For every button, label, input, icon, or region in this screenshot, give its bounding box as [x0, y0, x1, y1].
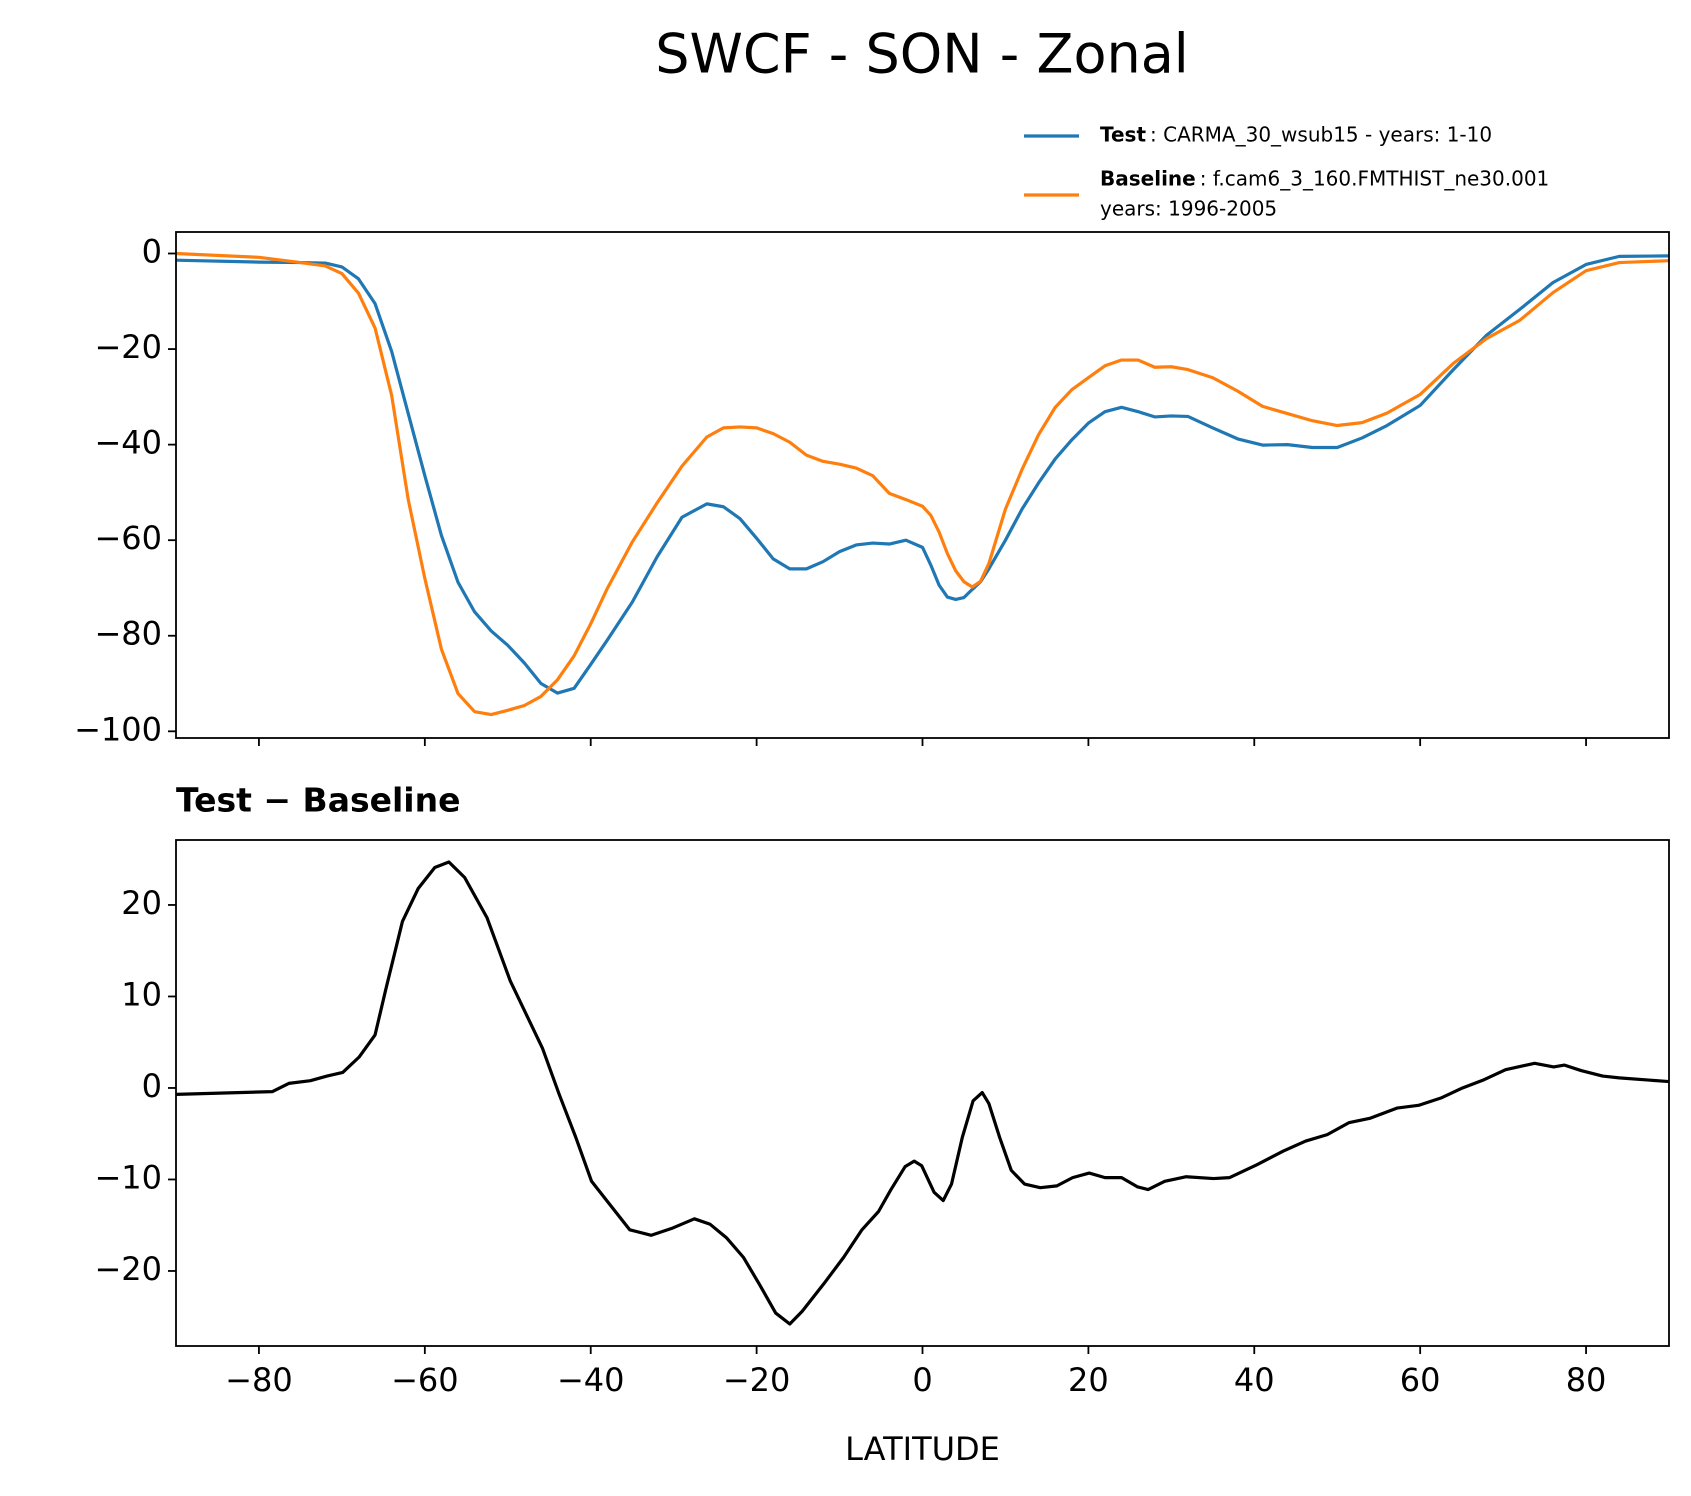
x-tick-label: 40 — [1234, 1361, 1275, 1399]
y-tick-label: −10 — [94, 1158, 162, 1196]
x-tick-label: 20 — [1068, 1361, 1109, 1399]
x-tick-label: 0 — [912, 1361, 932, 1399]
x-axis-label: LATITUDE — [845, 1430, 1000, 1468]
subplot-title: Test − Baseline — [176, 781, 461, 820]
y-tick-label: 20 — [121, 884, 162, 922]
legend-text: : f.cam6_3_160.FMTHIST_ne30.001 — [1200, 167, 1550, 191]
y-tick-label: 0 — [142, 1067, 162, 1105]
x-tick-label: −80 — [225, 1361, 293, 1399]
plot-frame — [175, 231, 1670, 739]
data-line — [176, 251, 1669, 717]
x-tick-label: −40 — [557, 1361, 625, 1399]
y-tick-label: 10 — [121, 975, 162, 1013]
y-tick-label: −40 — [94, 424, 162, 462]
y-tick-label: 0 — [142, 233, 162, 271]
data-line — [176, 254, 1669, 695]
y-tick-label: −20 — [94, 328, 162, 366]
plot-frame — [175, 839, 1670, 1347]
y-tick-label: −100 — [74, 710, 162, 748]
y-tick-label: −60 — [94, 519, 162, 557]
data-line — [176, 860, 1669, 1326]
legend-label: Baseline — [1100, 167, 1196, 191]
legend-text: : CARMA_30_wsub15 - years: 1-10 — [1150, 123, 1492, 147]
x-tick-label: 60 — [1400, 1361, 1441, 1399]
x-tick-label: −60 — [391, 1361, 459, 1399]
legend-label: Test — [1100, 123, 1146, 147]
x-tick-label: −20 — [723, 1361, 791, 1399]
y-tick-label: −20 — [94, 1250, 162, 1288]
figure-title: SWCF - SON - Zonal — [655, 23, 1189, 86]
y-tick-label: −80 — [94, 615, 162, 653]
legend-text: years: 1996-2005 — [1100, 197, 1277, 221]
x-tick-label: 80 — [1566, 1361, 1607, 1399]
